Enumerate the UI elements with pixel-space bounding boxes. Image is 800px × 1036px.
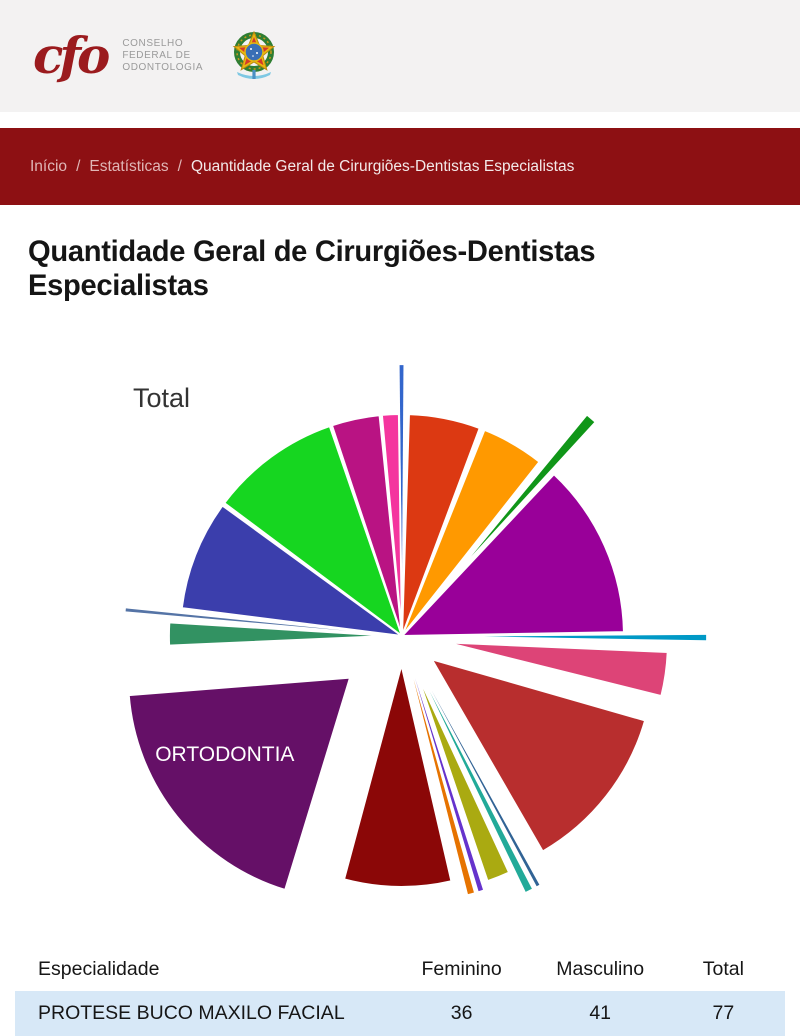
pie-slice[interactable] (167, 621, 391, 647)
cell-masculino: 41 (589, 1002, 612, 1024)
breadcrumb-separator: / (177, 157, 182, 175)
breadcrumb-link-estatisticas[interactable]: Estatísticas (89, 157, 169, 175)
pie-slice[interactable] (125, 608, 347, 631)
pie-slice[interactable] (444, 413, 598, 587)
pie-slice[interactable] (401, 413, 482, 637)
table-row: PROTESE BUCO MAXILO FACIAL 36 41 77 (15, 991, 785, 1036)
brazil-coat-of-arms-icon (232, 30, 276, 79)
cfo-logo-caption: CONSELHO FEDERAL DE ODONTOLOGIA (122, 38, 203, 74)
pie-slice[interactable] (380, 413, 403, 637)
pie-chart: ORTODONTIA (125, 365, 707, 895)
column-header-feminino: Feminino (421, 958, 502, 980)
pie-slice[interactable] (401, 428, 541, 637)
site-header: cfo CONSELHO FEDERAL DE ODONTOLOGIA (0, 0, 800, 112)
pie-slice-label: ORTODONTIA (155, 743, 294, 766)
column-header-total: Total (702, 958, 744, 980)
pie-slice[interactable] (399, 365, 404, 588)
pie-slice[interactable] (399, 472, 625, 638)
pie-slice[interactable] (445, 641, 669, 698)
logo-caption-line2: FEDERAL DE (122, 50, 191, 61)
cfo-logo: cfo (33, 26, 110, 85)
breadcrumb-separator: / (76, 157, 81, 175)
pie-slice[interactable] (429, 657, 647, 853)
pie-slice[interactable] (415, 670, 511, 883)
table-header-row: Especialidade Feminino Masculino Total (15, 949, 785, 991)
column-header-masculino: Masculino (556, 958, 645, 980)
logo-caption-line3: ODONTOLOGIA (122, 62, 204, 73)
pie-slice-ortodontia[interactable] (127, 676, 352, 892)
cell-feminino: 36 (450, 1002, 473, 1024)
breadcrumb-current-page: Quantidade Geral de Cirurgiões-Dentistas… (190, 157, 575, 175)
pie-chart-section: Total ORTODONTIA (0, 351, 800, 943)
page-title: Quantidade Geral de Cirurgiões-Dentistas… (28, 235, 596, 302)
pie-slice[interactable] (413, 678, 474, 895)
logo-caption-line1: CONSELHO (122, 38, 184, 49)
breadcrumb-link-inicio[interactable]: Início (30, 157, 68, 175)
pie-slice[interactable] (222, 424, 405, 639)
cell-especialidade: PROTESE BUCO MAXILO FACIAL (38, 1002, 345, 1024)
pie-slice[interactable] (415, 678, 483, 892)
table-body: PROTESE BUCO MAXILO FACIAL 36 41 77 (15, 991, 785, 1036)
pie-slice[interactable] (484, 634, 707, 641)
cfo-logo-link[interactable]: cfo CONSELHO FEDERAL DE ODONTOLOGIA (33, 31, 203, 81)
pie-slice[interactable] (429, 691, 532, 892)
pie-slice[interactable] (180, 504, 403, 637)
breadcrumb: Início / Estatísticas / Quantidade Geral… (0, 128, 800, 205)
pie-slice[interactable] (431, 690, 540, 887)
column-header-especialidade: Especialidade (38, 958, 160, 980)
pie-slice[interactable] (342, 664, 453, 888)
pie-slice[interactable] (330, 414, 403, 637)
chart-title: Total (133, 383, 191, 413)
cell-total: 77 (712, 1002, 735, 1024)
